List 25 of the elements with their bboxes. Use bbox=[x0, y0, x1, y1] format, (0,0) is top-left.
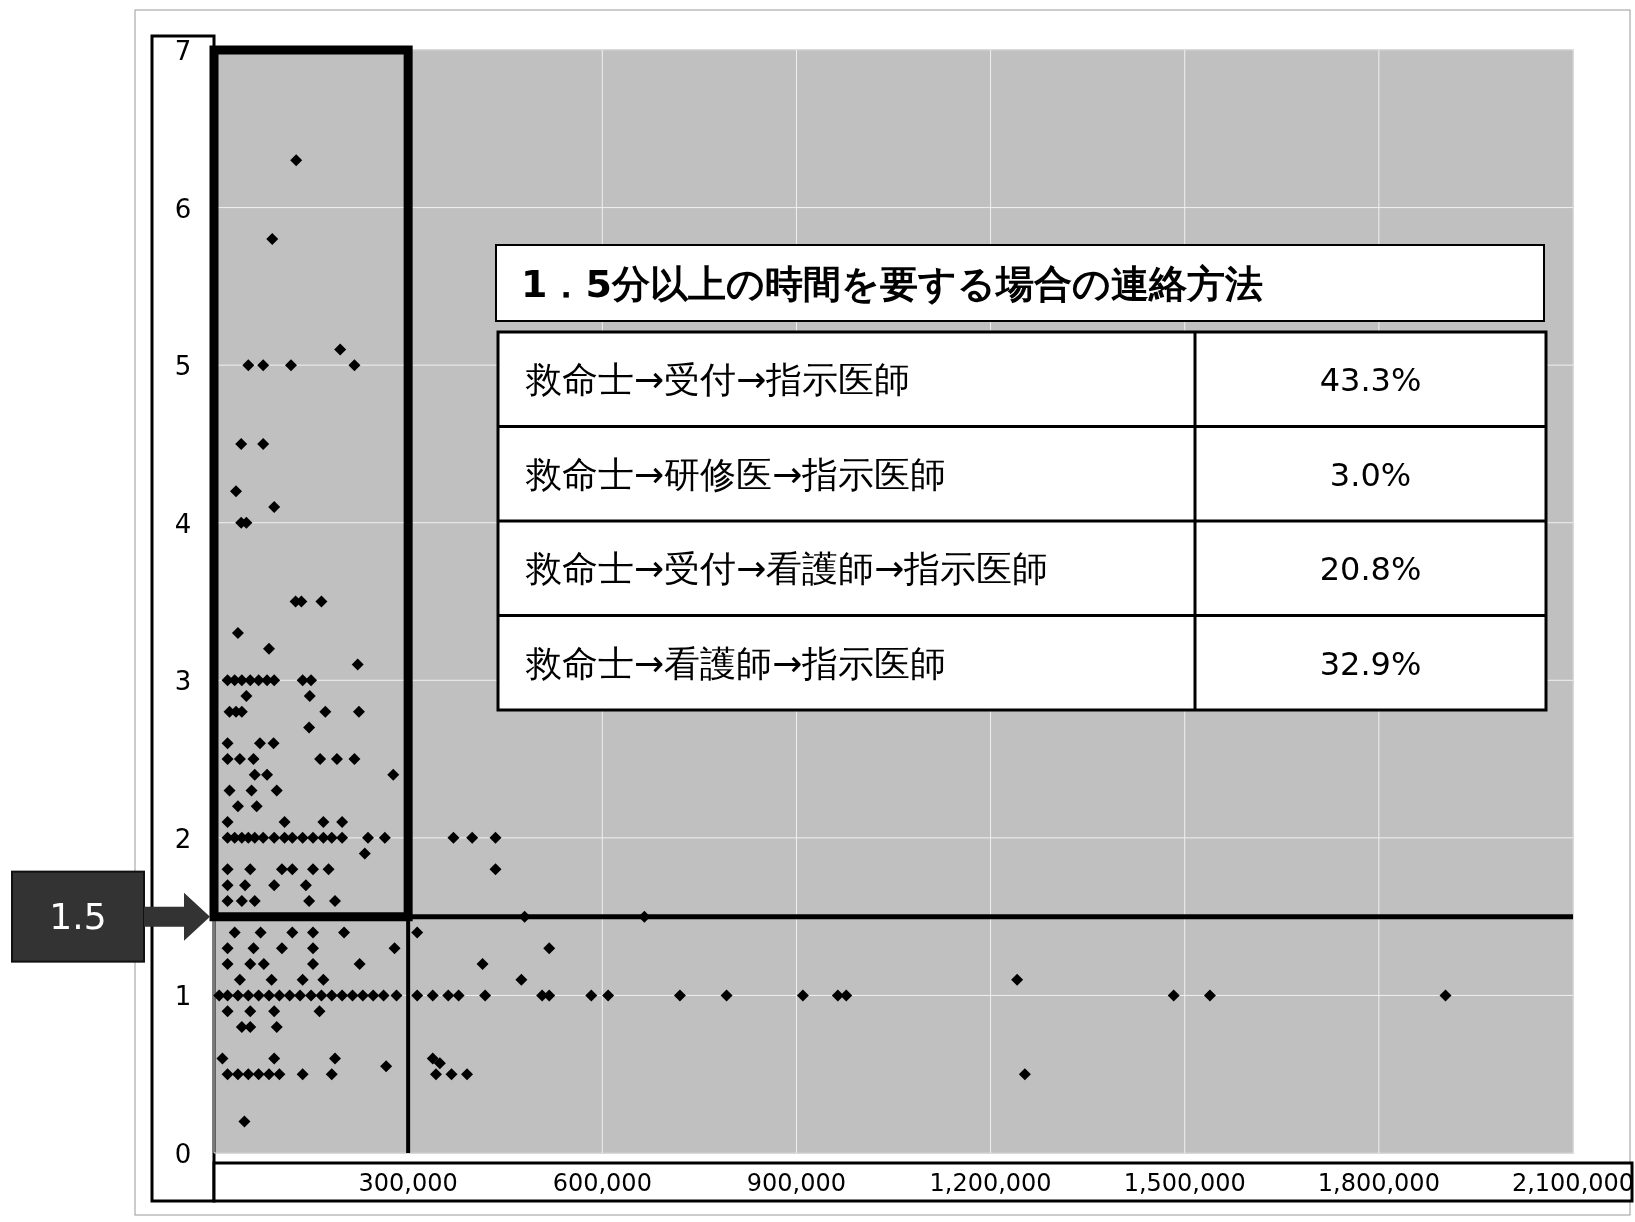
y-tick-label: 3 bbox=[174, 666, 192, 697]
text: 20.8% bbox=[1319, 550, 1422, 589]
y-tick-label: 1 bbox=[174, 981, 192, 1012]
text: 3.0% bbox=[1329, 455, 1412, 494]
category-label: 救命士→研修医→指示医師 bbox=[525, 453, 947, 495]
y-tick-label: 6 bbox=[174, 193, 192, 224]
ref-line-label: 1.5 bbox=[49, 895, 107, 937]
x-tick-label: 2,100,000 bbox=[1511, 1169, 1635, 1197]
text: 32.9% bbox=[1319, 644, 1422, 683]
x-tick-label: 600,000 bbox=[552, 1169, 652, 1197]
x-tick-label: 300,000 bbox=[358, 1169, 458, 1197]
text: 43.3% bbox=[1319, 361, 1422, 400]
category-label: 救命士→受付→指示医師 bbox=[525, 359, 911, 401]
category-label: 救命士→看護師→指示医師 bbox=[525, 642, 947, 684]
text: 1．5分以上の時間を要する場合の連絡方法 bbox=[521, 262, 1263, 306]
x-tick-label: 1,500,000 bbox=[1123, 1169, 1246, 1197]
x-tick-label: 1,200,000 bbox=[929, 1169, 1052, 1197]
y-tick-label: 2 bbox=[174, 823, 192, 854]
y-tick-label: 5 bbox=[174, 351, 192, 382]
y-tick-label: 4 bbox=[174, 508, 192, 539]
category-label: 救命士→受付→看護師→指示医師 bbox=[525, 548, 1049, 590]
x-tick-label: 900,000 bbox=[746, 1169, 847, 1197]
y-tick-label: 0 bbox=[174, 1139, 192, 1169]
y-tick-label: 7 bbox=[174, 36, 192, 66]
x-tick-label: 1,800,000 bbox=[1317, 1169, 1440, 1197]
